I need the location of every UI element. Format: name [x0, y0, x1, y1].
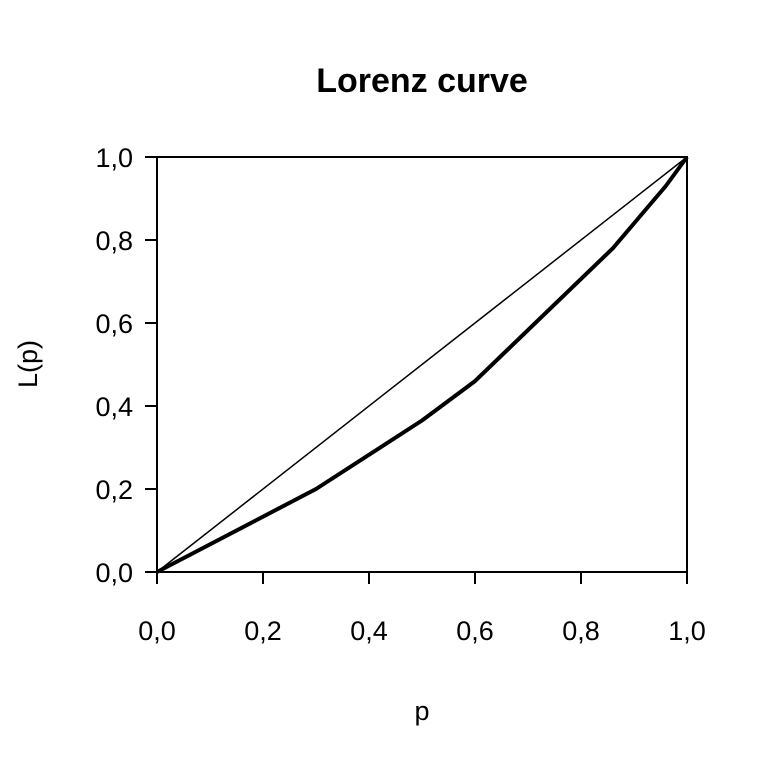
plot-frame: [156, 156, 688, 573]
x-tick-label: 0,0: [138, 616, 176, 646]
lorenz-curve-line: [156, 155, 689, 574]
y-tick-label: 1,0: [95, 143, 133, 173]
series-layer: [156, 155, 689, 574]
y-axis: 0,0 0,2 0,4 0,6 0,8 1,0: [95, 143, 157, 588]
y-tick-label: 0,6: [95, 309, 133, 339]
chart-title: Lorenz curve: [316, 62, 528, 100]
x-axis: 0,0 0,2 0,4 0,6 0,8 1,0: [138, 572, 706, 646]
x-tick-label: 1,0: [668, 616, 706, 646]
y-tick-label: 0,0: [95, 558, 133, 588]
y-tick-label: 0,8: [95, 226, 133, 256]
y-tick-label: 0,2: [95, 475, 133, 505]
y-axis-label: L(p): [13, 340, 43, 388]
x-tick-label: 0,4: [350, 616, 388, 646]
plot-area: 0,0 0,2 0,4 0,6 0,8 1,0 0,0 0,2 0,4 0,6 0,8 1,0: [95, 143, 705, 646]
x-tick-label: 0,6: [456, 616, 494, 646]
equality-line: [156, 156, 688, 573]
y-tick-label: 0,4: [95, 392, 133, 422]
x-tick-label: 0,8: [562, 616, 600, 646]
x-axis-label: p: [414, 696, 429, 726]
x-tick-label: 0,2: [244, 616, 282, 646]
